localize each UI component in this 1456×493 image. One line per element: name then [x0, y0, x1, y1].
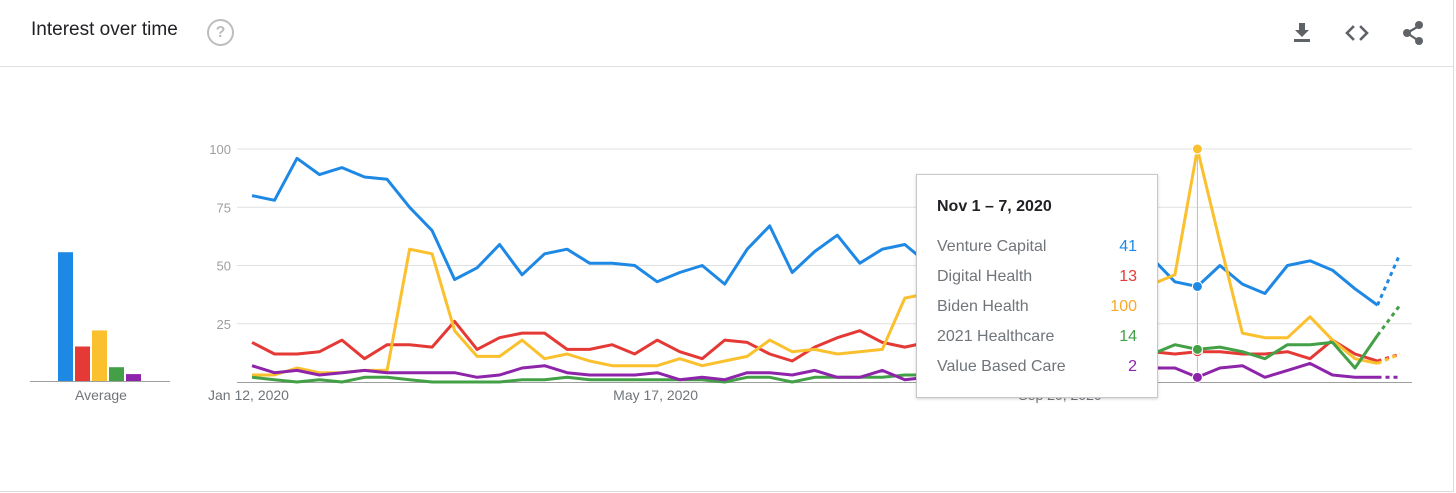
download-icon[interactable]: [1287, 18, 1317, 48]
average-bar-chart: [30, 252, 170, 382]
help-icon[interactable]: ?: [207, 19, 234, 46]
series-line: [252, 147, 1378, 377]
series-line-partial: [1376, 304, 1402, 337]
tooltip-series-name: Value Based Care: [937, 358, 1066, 375]
average-bar: [58, 252, 73, 381]
tooltip-series-value: 2: [1128, 358, 1137, 375]
average-label: Average: [75, 387, 127, 403]
tooltip-row: Digital Health 13: [937, 268, 1137, 288]
series-line: [251, 334, 1379, 384]
series-line-partial: [1377, 352, 1401, 363]
chart-tooltip: Nov 1 – 7, 2020 Venture Capital 41 Digit…: [916, 174, 1158, 398]
average-bar: [109, 367, 124, 381]
tooltip-series-value: 14: [1119, 328, 1137, 345]
hover-point: [1191, 280, 1203, 292]
tooltip-series-value: 41: [1119, 238, 1137, 255]
card-title: Interest over time: [31, 19, 178, 40]
y-tick-label: 25: [217, 317, 231, 332]
average-bar: [126, 374, 141, 381]
series-line: [251, 319, 1378, 363]
average-bar: [75, 346, 90, 381]
hover-point: [1191, 343, 1203, 355]
x-tick-label: May 17, 2020: [613, 387, 698, 403]
x-tick-label: Jan 12, 2020: [208, 387, 289, 403]
card-header: Interest over time ?: [0, 0, 1453, 67]
hover-point: [1191, 143, 1203, 155]
tooltip-series-value: 13: [1119, 268, 1137, 285]
tooltip-row: 2021 Healthcare 14: [937, 328, 1137, 348]
y-tick-label: 100: [209, 142, 231, 157]
tooltip-date: Nov 1 – 7, 2020: [937, 198, 1052, 215]
tooltip-row: Value Based Care 2: [937, 358, 1137, 378]
tooltip-series-name: Digital Health: [937, 268, 1033, 285]
tooltip-series-value: 100: [1110, 298, 1137, 315]
share-icon[interactable]: [1398, 18, 1428, 48]
y-tick-label: 50: [217, 259, 231, 274]
tooltip-series-name: Biden Health: [937, 298, 1029, 315]
tooltip-series-name: 2021 Healthcare: [937, 328, 1055, 345]
embed-code-icon[interactable]: [1342, 18, 1372, 48]
tooltip-row: Venture Capital 41: [937, 238, 1137, 258]
average-bar: [92, 330, 107, 381]
hover-point: [1191, 371, 1203, 383]
tooltip-series-name: Venture Capital: [937, 238, 1047, 255]
series-line-partial: [1376, 253, 1402, 306]
series-line: [251, 156, 1379, 307]
y-tick-label: 75: [217, 200, 231, 215]
series-line: [251, 361, 1378, 382]
tooltip-row: Biden Health 100: [937, 298, 1137, 318]
